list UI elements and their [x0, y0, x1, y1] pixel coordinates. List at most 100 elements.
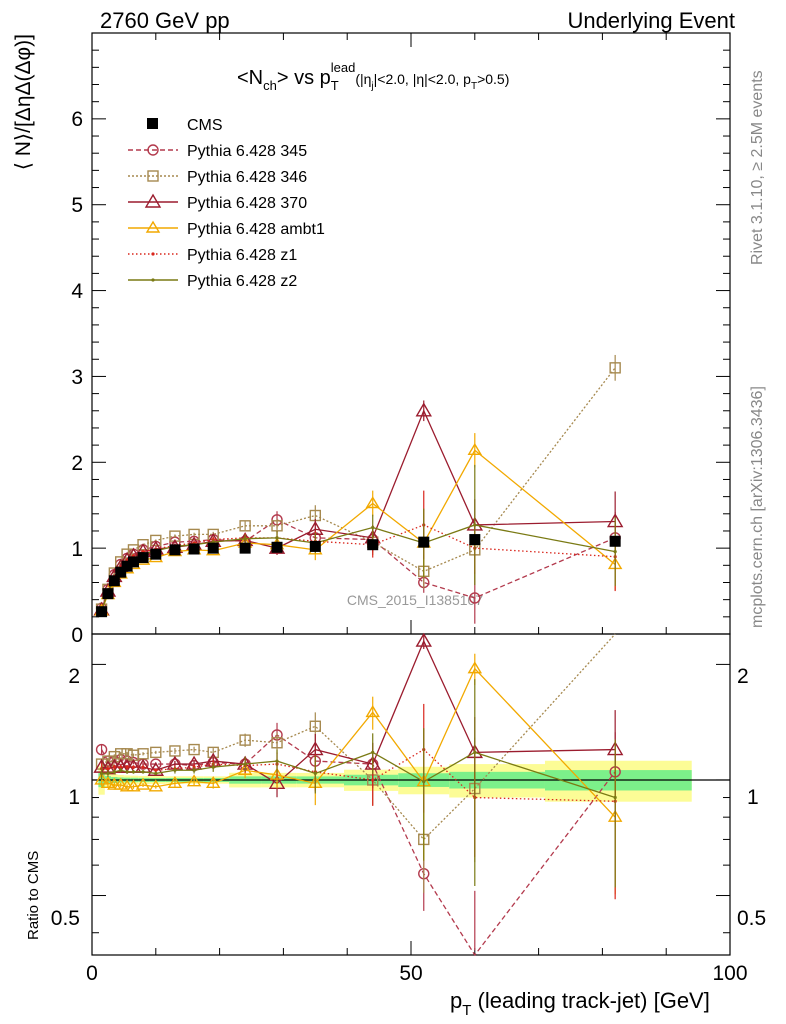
- data-point-ambt1: [365, 496, 380, 509]
- legend-marker-cms: [147, 118, 158, 129]
- legend-entry-cms: CMS: [147, 117, 223, 134]
- data-point-p346: [150, 534, 162, 547]
- data-point-cms: [96, 606, 108, 618]
- ratio-series-group: [93, 632, 624, 957]
- ytick-label-3: 3: [71, 366, 83, 389]
- plot-title: <Nch> vs pTlead(|ηj|<2.0, |η|<2.0, pT>0.…: [237, 60, 509, 93]
- ratio-point-p346: [309, 720, 321, 732]
- ratio-point-z2: [99, 771, 104, 776]
- ratio-point-z2: [131, 770, 136, 774]
- legend-label-z2: Pythia 6.428 z2: [187, 273, 297, 290]
- data-point-z2: [613, 549, 617, 554]
- ratio-point-ambt1: [148, 779, 164, 792]
- ytick-label-5: 5: [71, 194, 83, 217]
- legend-label-370: Pythia 6.428 370: [187, 195, 307, 212]
- data-point-z2: [473, 523, 477, 527]
- ytick-label-6: 6: [71, 108, 83, 131]
- data-point-cms: [367, 539, 379, 551]
- rivet-label: Rivet 3.1.10, ≥ 2.5M events: [749, 70, 766, 265]
- xtick-label-100: 100: [712, 962, 747, 985]
- data-point-p345: [469, 592, 481, 604]
- xtick-label-0: 0: [86, 962, 98, 985]
- legend-entry-z2: Pythia 6.428 z2: [128, 273, 297, 290]
- ratio-point-ambt1: [186, 774, 202, 787]
- ratio-ytick-label-05-right: 0.5: [737, 907, 766, 930]
- ratio-point-z2: [371, 750, 375, 754]
- legend-marker-346: [147, 170, 159, 182]
- ratio-point-z2: [243, 762, 247, 766]
- data-point-cms: [271, 541, 283, 553]
- ratio-ytick-label-05: 0.5: [51, 907, 80, 930]
- data-point-cms: [137, 552, 149, 564]
- ratio-point-ambt1: [237, 762, 253, 775]
- ratio-point-p346: [108, 750, 121, 763]
- ratio-point-ambt1: [467, 661, 483, 674]
- data-point-p346: [137, 539, 149, 551]
- data-point-p346: [271, 520, 283, 532]
- y-axis-title-ratio: Ratio to CMS: [25, 851, 42, 940]
- ratio-point-p370: [415, 632, 432, 647]
- legend-entry-346: Pythia 6.428 346: [128, 169, 307, 186]
- ratio-point-z1: [131, 765, 136, 769]
- ratio-point-ambt1: [167, 775, 183, 789]
- ratio-point-z2: [275, 759, 279, 763]
- data-point-ambt1: [467, 442, 483, 455]
- ratio-point-z2: [613, 795, 617, 800]
- data-point-cms: [469, 534, 481, 546]
- ratio-point-z2: [313, 771, 317, 776]
- legend: CMS Pythia 6.428 345 Pythia 6.428 346 Py…: [128, 117, 325, 290]
- ratio-point-z2: [211, 765, 215, 769]
- legend-label-ambt1: Pythia 6.428 ambt1: [187, 221, 325, 238]
- legend-label-cms: CMS: [187, 117, 223, 134]
- ratio-point-z1: [119, 765, 123, 769]
- data-point-cms: [239, 542, 251, 554]
- analysis-watermark: CMS_2015_I1385107: [347, 592, 483, 608]
- legend-label-345: Pythia 6.428 345: [187, 143, 307, 160]
- ratio-ytick-label-1: 1: [68, 786, 80, 809]
- ratio-point-z2: [422, 780, 426, 784]
- ytick-label-4: 4: [71, 280, 83, 303]
- ratio-point-z2: [141, 770, 145, 774]
- ratio-point-z2: [125, 770, 129, 774]
- y-axis-ticks-ratio: [92, 663, 730, 934]
- data-point-cms: [188, 543, 200, 555]
- ratio-point-ambt1: [94, 772, 109, 785]
- ratio-point-z1: [112, 765, 116, 769]
- data-point-cms: [309, 540, 321, 552]
- ratio-point-z2: [154, 771, 158, 776]
- header-right: Underlying Event: [567, 8, 735, 33]
- ratio-ytick-label-1-right: 1: [747, 786, 759, 809]
- ratio-point-z1: [106, 767, 110, 771]
- ratio-ytick-label-2-right: 2: [737, 665, 749, 688]
- ratio-point-z2: [112, 770, 116, 774]
- data-point-z2: [371, 525, 375, 530]
- data-point-cms: [108, 575, 120, 587]
- main-series-group: [93, 354, 624, 624]
- y-axis-title-main: ⟨ N⟩/[ΔηΔ(Δφ)]: [12, 34, 35, 170]
- ratio-point-ambt1: [135, 777, 151, 790]
- data-point-cms: [207, 542, 219, 554]
- legend-marker-370: [144, 193, 162, 208]
- ratio-point-z2: [173, 768, 177, 772]
- data-point-cms: [150, 548, 162, 560]
- legend-label-z1: Pythia 6.428 z1: [187, 247, 297, 264]
- ratio-point-z1: [125, 765, 129, 769]
- header-left: 2760 GeV pp: [100, 8, 230, 33]
- legend-label-346: Pythia 6.428 346: [187, 169, 307, 186]
- ytick-label-0: 0: [71, 624, 83, 647]
- legend-marker-z1: [151, 252, 155, 256]
- ratio-point-z2: [119, 768, 123, 772]
- ratio-point-z2: [106, 771, 110, 776]
- xtick-label-50: 50: [399, 962, 422, 985]
- data-point-cms: [609, 535, 621, 547]
- legend-marker-345: [147, 144, 159, 156]
- ratio-point-p370: [147, 761, 165, 776]
- data-point-cms: [115, 566, 127, 578]
- y-axis-ticks-main: [92, 32, 730, 635]
- data-point-cms: [121, 560, 133, 572]
- ratio-point-p346: [188, 743, 200, 756]
- data-point-p370: [415, 402, 432, 417]
- ratio-point-ambt1: [365, 705, 380, 718]
- data-point-z2: [243, 537, 247, 541]
